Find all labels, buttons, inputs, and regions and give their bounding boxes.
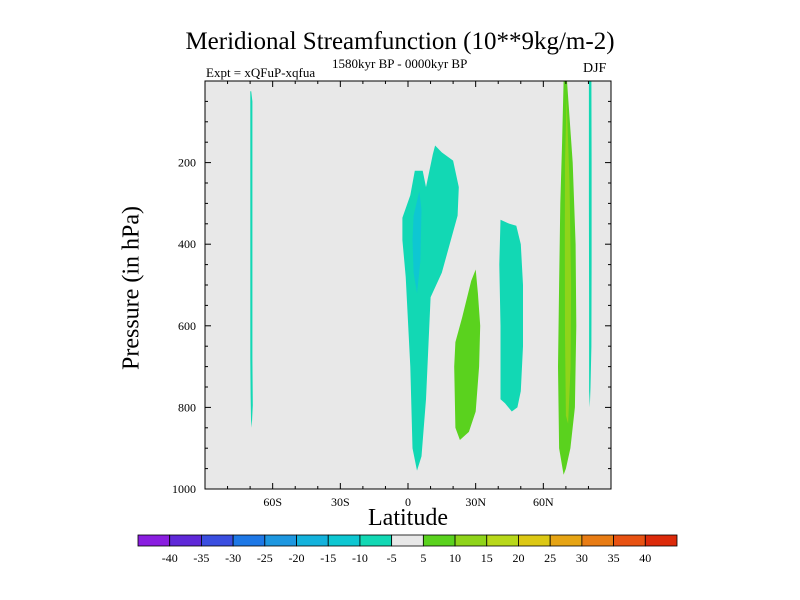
colorbar-swatch: [327, 534, 361, 547]
colorbar-label: 10: [449, 551, 461, 565]
contour-regions: [205, 81, 611, 489]
colorbar-label: -5: [387, 551, 397, 565]
colorbar-swatch: [644, 534, 678, 547]
colorbar-swatch: [264, 534, 297, 547]
colorbar-swatch: [201, 534, 234, 547]
x-tick-label: 60S: [263, 495, 282, 509]
contour-northern-midlat-negative: [499, 219, 523, 412]
colorbar-label: -35: [193, 551, 209, 565]
colorbar-swatch: [422, 534, 456, 547]
y-tick-label: 600: [178, 319, 196, 333]
x-tick-label: 60N: [533, 495, 554, 509]
season-label: DJF: [583, 61, 607, 76]
colorbar-swatch: [454, 534, 488, 547]
colorbar-swatch: [169, 534, 202, 547]
contour-northern-subtropical-positive: [454, 269, 481, 440]
y-tick-label: 400: [178, 237, 196, 251]
axes: 60S 30S 0 30N 60N 200 400 600 800 1000: [172, 80, 612, 509]
colorbar-swatch: [232, 534, 266, 547]
colorbar-swatch: [486, 534, 519, 547]
colorbar-label: -40: [162, 551, 178, 565]
x-tick-label: 30N: [465, 495, 486, 509]
colorbar-swatch: [359, 534, 393, 547]
x-tick-label: 0: [405, 495, 411, 509]
colorbar-swatch: [137, 534, 171, 547]
colorbar-label: -25: [257, 551, 273, 565]
y-tick-label: 1000: [172, 482, 196, 496]
colorbar-swatch: [296, 534, 329, 547]
colorbar-swatch: [581, 534, 614, 547]
x-tick-label: 30S: [331, 495, 350, 509]
contour-tropical-inner-core: [412, 191, 422, 294]
colorbar-swatch: [613, 534, 646, 547]
colorbar: -40 -35 -30 -25 -20 -15 -10 -5 5 10 15 20 25 30 35 40: [137, 534, 678, 565]
x-axis-title: Latitude: [368, 505, 448, 531]
colorbar-label: 5: [420, 551, 426, 565]
colorbar-label: 30: [576, 551, 588, 565]
time-range-label: 1580kyr BP - 0000kyr BP: [332, 56, 468, 71]
colorbar-label: -30: [225, 551, 241, 565]
colorbar-label: -20: [289, 551, 305, 565]
colorbar-label: -10: [352, 551, 368, 565]
contour-southern-high-lat-strip: [250, 91, 253, 428]
y-tick-label: 200: [178, 156, 196, 170]
colorbar-swatch: [549, 534, 583, 547]
colorbar-swatch: [518, 534, 551, 547]
contour-northern-highlat-inner: [564, 97, 572, 424]
colorbar-swatch: [391, 534, 424, 547]
experiment-label: Expt = xQFuP-xqfua: [206, 65, 316, 80]
contour-north-pole-strip: [588, 81, 592, 408]
colorbar-label: 25: [544, 551, 556, 565]
colorbar-label: 35: [608, 551, 620, 565]
colorbar-label: 20: [512, 551, 524, 565]
colorbar-label: -15: [320, 551, 336, 565]
y-tick-label: 800: [178, 400, 196, 414]
chart-title: Meridional Streamfunction (10**9kg/m-2): [185, 28, 615, 55]
colorbar-label: 15: [481, 551, 493, 565]
colorbar-label: 40: [639, 551, 651, 565]
